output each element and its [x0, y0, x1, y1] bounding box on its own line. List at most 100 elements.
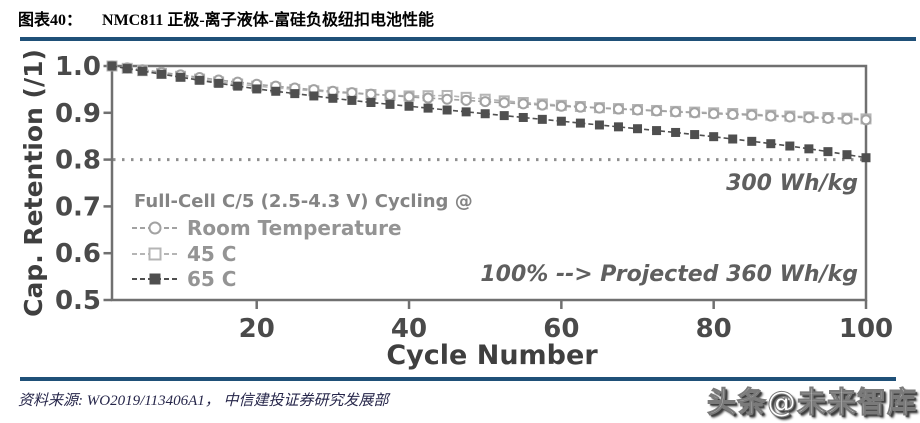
data-marker: [328, 93, 338, 103]
annotation-0: 300 Wh/kg: [726, 171, 858, 196]
data-marker: [461, 107, 471, 117]
data-marker: [861, 153, 871, 163]
data-marker: [176, 72, 186, 82]
data-marker: [537, 114, 547, 124]
y-tick-label: 0.8: [55, 146, 101, 176]
data-marker: [157, 69, 167, 79]
data-marker: [423, 103, 433, 113]
data-marker: [555, 100, 567, 112]
data-marker: [689, 107, 701, 119]
data-marker: [823, 147, 833, 157]
y-tick-label: 0.6: [55, 239, 101, 269]
data-marker: [670, 106, 682, 118]
data-marker: [148, 221, 162, 235]
data-marker: [422, 92, 434, 104]
data-marker: [107, 61, 117, 71]
data-marker: [860, 114, 872, 126]
x-tick-label: 80: [696, 314, 732, 344]
data-marker: [122, 64, 132, 74]
data-marker: [651, 105, 663, 117]
data-marker: [671, 127, 681, 137]
data-marker: [442, 105, 452, 115]
data-marker: [804, 144, 814, 154]
data-marker: [252, 84, 262, 94]
y-tick-label: 0.9: [55, 99, 101, 129]
data-marker: [747, 136, 757, 146]
annotation-1: 100% --> Projected 360 Wh/kg: [480, 262, 858, 287]
header-rule: [20, 37, 916, 41]
data-marker: [728, 134, 738, 144]
legend-item-label: 65 C: [187, 267, 236, 291]
data-marker: [594, 120, 604, 130]
data-marker: [271, 86, 281, 96]
data-marker: [214, 78, 224, 88]
x-tick-label: 40: [391, 314, 427, 344]
data-marker: [803, 112, 815, 124]
data-marker: [612, 103, 624, 115]
data-marker: [842, 150, 852, 160]
data-marker: [149, 273, 161, 285]
data-marker: [841, 113, 853, 125]
x-tick-label: 20: [239, 314, 275, 344]
data-marker: [233, 81, 243, 91]
watermark-text: 头条@未来智库: [706, 385, 917, 420]
data-marker: [479, 96, 491, 108]
footer-rule: [20, 377, 896, 381]
data-marker: [765, 110, 777, 122]
y-tick-label: 0.7: [55, 192, 101, 222]
data-marker: [346, 87, 358, 99]
data-marker: [290, 89, 300, 99]
data-marker: [633, 124, 643, 134]
y-tick-label: 0.5: [55, 286, 101, 316]
data-marker: [690, 130, 700, 140]
data-marker: [347, 95, 357, 105]
data-marker: [499, 111, 509, 121]
data-marker: [460, 94, 472, 106]
data-marker: [441, 93, 453, 105]
battery-retention-chart: 1.0 0.9 0.8 0.7 0.6 0.5 20 40 60 80 100 Cycle Numbe…: [19, 49, 893, 371]
data-marker: [613, 122, 623, 132]
data-marker: [708, 108, 720, 120]
data-marker: [556, 116, 566, 126]
legend-item-label: 45 C: [187, 242, 236, 266]
data-marker: [137, 66, 147, 76]
series-line-45-c: [111, 65, 867, 120]
figure-label: 图表40：: [18, 12, 83, 29]
y-axis-label: Cap. Retention (/1): [19, 49, 48, 317]
data-marker: [727, 108, 739, 120]
data-marker: [365, 88, 377, 100]
x-tick-label: 60: [543, 314, 579, 344]
data-marker: [517, 98, 529, 110]
data-marker: [575, 118, 585, 128]
data-marker: [632, 104, 644, 116]
data-marker: [746, 109, 758, 121]
data-marker: [384, 89, 396, 101]
data-marker: [195, 75, 205, 85]
data-marker: [518, 112, 528, 122]
data-marker: [366, 98, 376, 108]
data-marker: [593, 102, 605, 114]
data-marker: [822, 112, 834, 124]
data-marker: [784, 111, 796, 123]
data-marker: [785, 141, 795, 151]
plot-frame: [110, 64, 868, 302]
data-marker: [385, 99, 395, 109]
legend-title: Full-Cell C/5 (2.5-4.3 V) Cycling @: [134, 191, 473, 212]
data-marker: [403, 91, 415, 103]
data-marker: [766, 139, 776, 149]
y-tick-label: 1.0: [55, 52, 101, 82]
legend-item-label: Room Temperature: [187, 216, 402, 240]
data-marker: [652, 126, 662, 136]
x-tick-label: 100: [839, 314, 893, 344]
data-marker: [574, 101, 586, 113]
data-marker: [480, 109, 490, 119]
figure-title: NMC811 正极-离子液体-富硅负极纽扣电池性能: [102, 12, 435, 29]
data-marker: [536, 99, 548, 111]
data-marker: [709, 132, 719, 142]
data-marker: [148, 247, 162, 261]
data-marker: [309, 91, 319, 101]
data-marker: [498, 97, 510, 109]
data-marker: [404, 101, 414, 111]
source-text: 资料来源: WO2019/113406A1， 中信建投证券研究发展部: [18, 393, 389, 409]
